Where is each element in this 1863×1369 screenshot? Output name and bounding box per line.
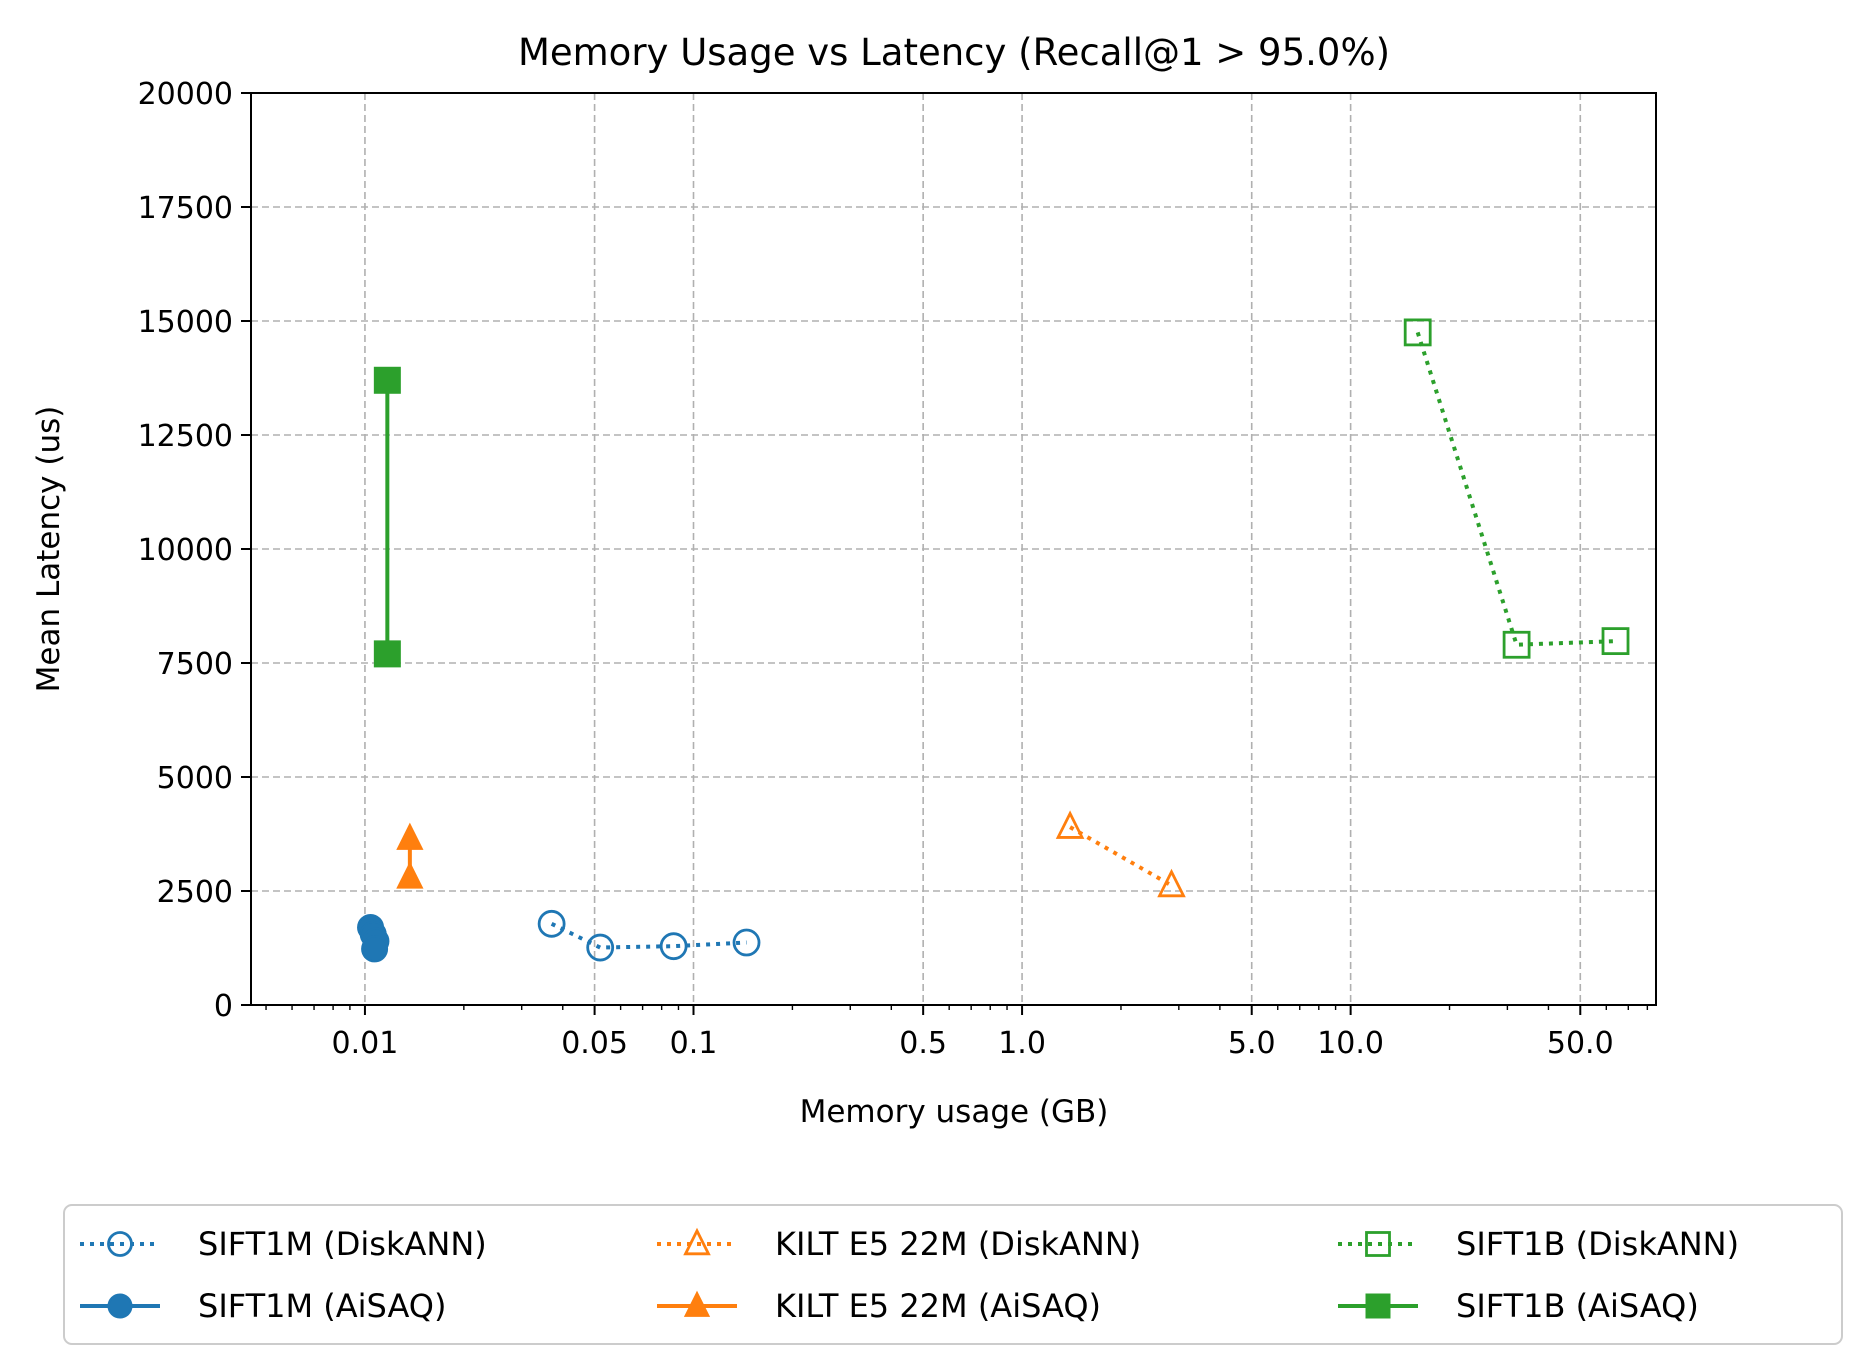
- data-point: [659, 932, 688, 961]
- data-point: [1502, 630, 1531, 659]
- legend-label: SIFT1B (DiskANN): [1456, 1225, 1739, 1263]
- legend-label: KILT E5 22M (DiskANN): [775, 1225, 1141, 1263]
- y-tick-label: 0: [214, 989, 233, 1024]
- legend-marker: [107, 1293, 133, 1319]
- y-tick-label: 15000: [138, 305, 233, 340]
- legend-label: SIFT1M (AiSAQ): [198, 1287, 446, 1325]
- y-tick-label: 12500: [138, 419, 233, 454]
- legend-item: SIFT1B (AiSAQ): [1338, 1287, 1699, 1325]
- y-tick-label: 5000: [157, 761, 233, 796]
- data-point: [361, 935, 389, 963]
- y-axis-label: Mean Latency (us): [31, 406, 67, 693]
- x-axis-label: Memory usage (GB): [800, 1094, 1109, 1130]
- legend-label: SIFT1M (DiskANN): [198, 1225, 487, 1263]
- data-point: [732, 928, 761, 957]
- data-point: [1055, 810, 1085, 839]
- series-5: [373, 366, 401, 668]
- data-point: [396, 861, 424, 889]
- data-point: [586, 933, 615, 962]
- y-tick-label: 17500: [138, 191, 233, 226]
- data-point: [1403, 318, 1432, 347]
- x-tick-label: 10.0: [1317, 1026, 1384, 1061]
- legend-box: [63, 1204, 1843, 1345]
- series-2: [1055, 810, 1186, 898]
- data-point: [373, 640, 401, 668]
- x-tick-label: 5.0: [1228, 1026, 1276, 1061]
- series-line: [1415, 331, 1616, 647]
- data-point: [1157, 868, 1186, 898]
- y-tick-label: 7500: [157, 647, 233, 682]
- legend-item: KILT E5 22M (DiskANN): [657, 1225, 1141, 1263]
- x-tick-label: 1.0: [998, 1026, 1046, 1061]
- data-point: [537, 909, 566, 938]
- legend-item: SIFT1B (DiskANN): [1338, 1225, 1739, 1263]
- legend: SIFT1M (DiskANN) SIFT1M (AiSAQ) KILT E5 22…: [63, 1204, 1843, 1345]
- chart-title: Memory Usage vs Latency (Recall@1 > 95.0…: [518, 31, 1390, 74]
- y-tick-label: 20000: [138, 77, 233, 112]
- x-tick-label: 0.5: [899, 1026, 947, 1061]
- legend-item: SIFT1M (DiskANN): [80, 1225, 487, 1263]
- data-point: [373, 366, 401, 394]
- axis-ticks: 0.01 0.05 0.1 0.5 1.0 5.0 10.0 50.0 0 2500 5000 750…: [138, 77, 1649, 1061]
- x-tick-label: 0.05: [561, 1026, 628, 1061]
- plot-series: [357, 318, 1630, 963]
- series-3: [396, 822, 424, 889]
- series-line: [550, 922, 747, 950]
- legend-marker: [683, 1290, 711, 1317]
- y-tick-label: 2500: [157, 875, 233, 910]
- legend-label: KILT E5 22M (AiSAQ): [775, 1287, 1101, 1325]
- x-tick-label: 50.0: [1547, 1026, 1614, 1061]
- legend-item: SIFT1M (AiSAQ): [80, 1287, 446, 1325]
- y-tick-label: 10000: [138, 533, 233, 568]
- legend-marker: [107, 1231, 133, 1257]
- legend-item: KILT E5 22M (AiSAQ): [657, 1287, 1101, 1325]
- legend-label: SIFT1B (AiSAQ): [1456, 1287, 1699, 1325]
- legend-marker: [683, 1227, 711, 1256]
- data-point: [1601, 627, 1630, 656]
- legend-marker: [1365, 1231, 1391, 1257]
- series-4: [1403, 318, 1630, 659]
- data-point: [396, 822, 424, 850]
- x-tick-label: 0.01: [332, 1026, 399, 1061]
- series-1: [357, 913, 390, 963]
- series-0: [537, 909, 761, 962]
- legend-marker: [1365, 1293, 1391, 1319]
- x-tick-label: 0.1: [670, 1026, 718, 1061]
